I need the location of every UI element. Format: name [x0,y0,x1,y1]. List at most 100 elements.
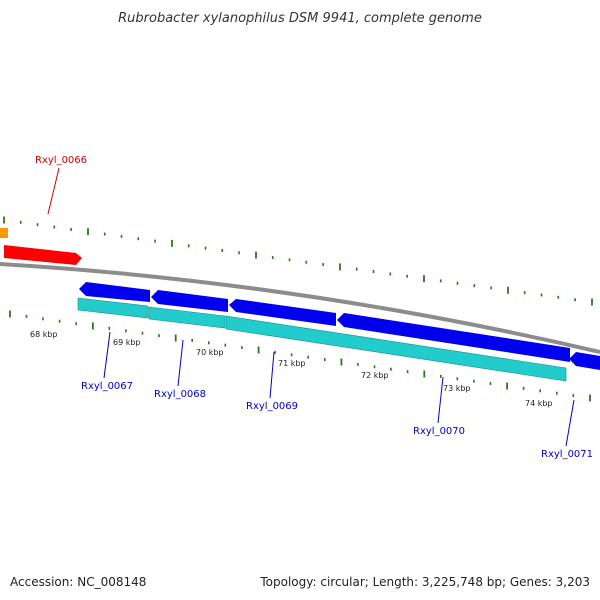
tick-upper-minor-21 [355,267,358,271]
gene-rxyl-0069-arrow[interactable] [229,299,336,326]
gene-label-rxyl-0067[interactable]: Rxyl_0067 [81,381,133,392]
tick-upper-minor-3 [53,225,56,229]
tick-lower-major-30 [506,382,508,390]
leader-rxyl-0071 [565,399,575,447]
tick-lower-minor-34 [572,394,575,398]
tick-upper-major-35 [591,298,593,306]
tick-lower-minor-22 [373,365,376,369]
tick-lower-major-25 [423,370,426,378]
gene-label-rxyl-0066[interactable]: Rxyl_0066 [35,155,87,166]
accession-text: Accession: NC_008148 [10,575,146,589]
reverse-strand-features [79,282,600,370]
tick-lower-major-35 [589,394,591,402]
tick-label-73kbp: 73 kbp [443,384,471,393]
tick-lower-major-20 [340,358,343,366]
tick-upper-minor-1 [19,220,22,224]
tick-label-72kbp: 72 kbp [361,371,389,380]
tick-lower-minor-9 [158,334,160,338]
gene-label-leaders [47,167,575,447]
tick-upper-minor-28 [473,284,476,288]
cds-features [77,297,567,382]
tick-upper-minor-34 [574,298,576,302]
tick-lower-minor-33 [556,391,558,395]
tick-upper-minor-2 [36,223,39,227]
tick-upper-minor-27 [456,281,459,285]
tick-label-69kbp: 69 kbp [113,338,141,347]
tick-upper-minor-23 [389,272,392,276]
tick-lower-minor-14 [241,346,243,350]
tick-lower-minor-1 [25,314,28,318]
gene-rxyl-0070-arrow[interactable] [337,313,570,362]
tick-lower-major-15 [257,346,260,354]
cds-rxyl-0068[interactable] [148,306,226,329]
tick-lower-minor-26 [440,374,442,378]
tick-lower-minor-21 [357,362,359,366]
gene-rxyl-0071-arrow[interactable] [569,352,600,370]
leader-rxyl-0067 [103,331,111,379]
tick-lower-minor-29 [489,382,492,386]
tick-lower-minor-16 [274,350,276,354]
tick-lower-minor-2 [42,317,44,321]
scale-tick-labels: 68 kbp 69 kbp 70 kbp 71 kbp 72 kbp 73 kb… [30,330,553,408]
tick-upper-minor-13 [221,249,224,252]
tick-lower-minor-8 [141,331,144,335]
tick-lower-minor-27 [456,377,459,381]
tick-upper-minor-31 [523,291,526,295]
tick-label-70kbp: 70 kbp [196,348,224,357]
tick-lower-minor-3 [58,319,61,323]
leader-rxyl-0069 [269,351,275,399]
scale-ticks-lower [9,310,591,402]
topology-summary-text: Topology: circular; Length: 3,225,748 bp… [259,575,590,589]
gene-rxyl-0067-arrow[interactable] [79,282,150,302]
gene-rxyl-0068-arrow[interactable] [151,290,228,312]
scale-ticks-upper [3,216,593,306]
tick-upper-minor-19 [322,263,324,266]
leader-rxyl-0066 [47,167,60,215]
cds-rxyl-0069-0070[interactable] [225,315,567,382]
gene-rxyl-0066-arrow[interactable] [4,245,82,265]
tick-upper-major-20 [339,263,341,271]
tick-upper-minor-4 [70,227,72,231]
tick-lower-minor-28 [473,379,475,383]
tick-label-74kbp: 74 kbp [525,399,553,408]
tick-lower-minor-13 [224,343,227,347]
leader-rxyl-0070 [437,376,444,424]
tick-upper-major-10 [171,239,173,247]
tick-lower-minor-31 [522,386,525,390]
gene-label-rxyl-0070[interactable]: Rxyl_0070 [413,426,465,437]
tick-lower-minor-19 [324,358,326,362]
tick-upper-major-15 [255,251,257,259]
tick-lower-major-0 [9,310,11,318]
gene-label-rxyl-0068[interactable]: Rxyl_0068 [154,389,206,400]
tick-upper-minor-6 [103,232,106,236]
forward-strand-features [0,228,82,265]
tick-upper-minor-32 [540,293,543,297]
tick-lower-minor-6 [108,326,111,330]
tick-upper-minor-7 [120,234,123,238]
tick-upper-minor-33 [557,295,560,299]
tick-lower-minor-18 [307,355,309,359]
tick-upper-minor-16 [271,256,274,259]
tick-upper-minor-17 [288,258,291,262]
tick-lower-minor-4 [75,322,77,326]
tick-label-68kbp: 68 kbp [30,330,58,339]
tick-lower-minor-23 [390,367,392,371]
cds-rxyl-0067[interactable] [77,297,149,319]
tick-lower-minor-17 [290,353,293,357]
map-title: Rubrobacter xylanophilus DSM 9941, compl… [118,11,482,26]
gene-label-rxyl-0071[interactable]: Rxyl_0071 [541,449,593,460]
tick-upper-major-0 [3,216,5,224]
tick-upper-minor-24 [406,274,408,278]
genome-backbone [0,262,600,354]
tick-upper-minor-9 [154,239,156,243]
tick-lower-major-5 [92,322,94,330]
tick-upper-major-25 [423,275,425,283]
gene-neighbor-forward[interactable] [0,228,8,238]
gene-label-rxyl-0069[interactable]: Rxyl_0069 [246,401,298,412]
tick-upper-minor-14 [238,251,240,255]
tick-upper-minor-18 [305,260,308,264]
leader-rxyl-0068 [177,339,184,387]
tick-upper-major-5 [87,228,89,236]
tick-lower-minor-11 [191,338,193,342]
tick-upper-minor-26 [439,279,442,283]
